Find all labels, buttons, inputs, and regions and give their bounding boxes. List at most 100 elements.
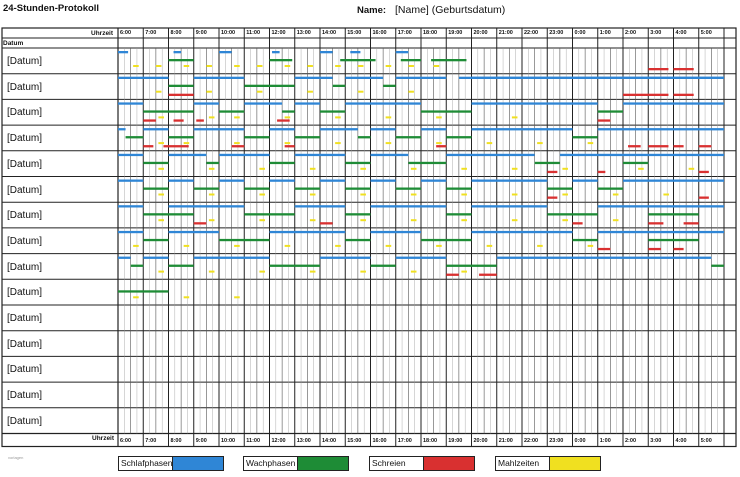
- awake-segment: [219, 110, 245, 113]
- cry-segment: [168, 93, 194, 96]
- awake-segment: [345, 161, 371, 165]
- awake-segment: [244, 187, 270, 190]
- watermark: vorlagen: [8, 455, 24, 460]
- sleep-segment: [496, 256, 712, 259]
- hour-label-top: 7:00: [145, 30, 157, 36]
- meal-mark: [385, 142, 392, 145]
- cry-segment: [623, 93, 669, 96]
- row-date-label: [Datum]: [7, 81, 43, 93]
- meal-mark: [284, 65, 291, 67]
- legend-label: Schlafphasen: [121, 458, 173, 468]
- meal-mark: [357, 65, 364, 67]
- meal-mark: [385, 65, 392, 67]
- meal-mark: [511, 193, 518, 196]
- meal-mark: [511, 167, 518, 170]
- sleep-segment: [244, 102, 283, 105]
- meal-mark: [436, 244, 442, 247]
- awake-segment: [547, 187, 573, 190]
- hour-label-top: 22:00: [524, 30, 539, 36]
- meal-mark: [307, 65, 313, 67]
- sleep-segment: [118, 256, 131, 259]
- meal-mark: [335, 116, 341, 119]
- hour-label-top: 11:00: [246, 30, 261, 36]
- cry-segment: [547, 170, 558, 174]
- meal-mark: [158, 193, 164, 196]
- sleep-segment: [320, 128, 358, 131]
- hour-label-top: 9:00: [195, 30, 207, 36]
- hour-label-bottom: 0:00: [574, 437, 586, 444]
- hour-label-top: 6:00: [120, 30, 132, 36]
- awake-segment: [408, 161, 447, 165]
- sleep-segment: [446, 153, 535, 157]
- hour-label-bottom: 19:00: [448, 437, 463, 444]
- meal-mark: [408, 65, 414, 67]
- meal-mark: [284, 142, 291, 145]
- meal-mark: [360, 167, 366, 170]
- awake-segment: [395, 136, 421, 139]
- awake-segment: [345, 213, 371, 216]
- meal-mark: [461, 270, 467, 273]
- hour-label-top: 8:00: [170, 30, 182, 36]
- hour-label-bottom: 15:00: [347, 437, 362, 444]
- sleep-segment: [559, 153, 724, 157]
- meal-mark: [587, 142, 594, 145]
- date-column-label: Datum: [3, 40, 24, 47]
- cry-segment: [698, 196, 709, 199]
- meal-mark: [309, 219, 316, 222]
- sleep-segment: [471, 205, 548, 208]
- meal-mark: [208, 193, 215, 196]
- meal-mark: [155, 90, 162, 93]
- hour-label-top: 19:00: [448, 30, 463, 36]
- hour-label-bottom: 21:00: [498, 437, 513, 444]
- awake-segment: [118, 290, 169, 293]
- sleep-segment: [471, 128, 573, 131]
- meal-mark: [410, 167, 417, 170]
- cry-segment: [673, 93, 694, 96]
- sleep-segment: [597, 205, 724, 208]
- legend-item: Schlafphasen: [118, 456, 224, 471]
- page-title: 24-Stunden-Protokoll: [3, 3, 100, 14]
- awake-segment: [711, 264, 724, 267]
- meal-mark: [158, 116, 164, 119]
- awake-segment: [269, 161, 295, 165]
- hour-label-bottom: 10:00: [221, 437, 236, 444]
- awake-segment: [421, 110, 472, 113]
- awake-segment: [446, 264, 497, 267]
- awake-segment: [193, 187, 219, 190]
- cry-segment: [597, 247, 611, 251]
- meal-mark: [234, 142, 240, 145]
- meal-mark: [309, 270, 316, 273]
- sleep-segment: [118, 230, 144, 234]
- sleep-segment: [168, 230, 219, 234]
- cry-segment: [547, 196, 558, 199]
- row-date-label: [Datum]: [7, 158, 43, 170]
- awake-segment: [400, 59, 421, 62]
- meal-mark: [183, 296, 190, 299]
- hour-label-bottom: 4:00: [675, 437, 687, 444]
- meal-mark: [309, 167, 316, 170]
- cry-segment: [277, 119, 290, 122]
- sleep-segment: [173, 51, 182, 54]
- awake-segment: [125, 136, 144, 139]
- meal-mark: [688, 167, 695, 170]
- awake-segment: [269, 264, 320, 267]
- meal-mark: [183, 244, 190, 247]
- sleep-segment: [294, 76, 333, 79]
- awake-segment: [383, 84, 396, 87]
- awake-segment: [345, 238, 371, 242]
- sleep-segment: [597, 128, 724, 131]
- awake-segment: [294, 136, 320, 139]
- cry-segment: [446, 273, 459, 276]
- hour-label-top: 2:00: [625, 30, 637, 36]
- meal-mark: [612, 193, 619, 196]
- cry-segment: [436, 145, 447, 148]
- row-date-label: [Datum]: [7, 210, 43, 222]
- awake-segment: [597, 187, 623, 190]
- hour-label-top: 5:00: [700, 30, 712, 36]
- row-date-label: [Datum]: [7, 415, 43, 427]
- row-date-label: [Datum]: [7, 107, 43, 119]
- cry-segment: [143, 145, 154, 148]
- meal-mark: [461, 219, 467, 222]
- awake-segment: [206, 161, 219, 165]
- row-date-label: [Datum]: [7, 390, 43, 402]
